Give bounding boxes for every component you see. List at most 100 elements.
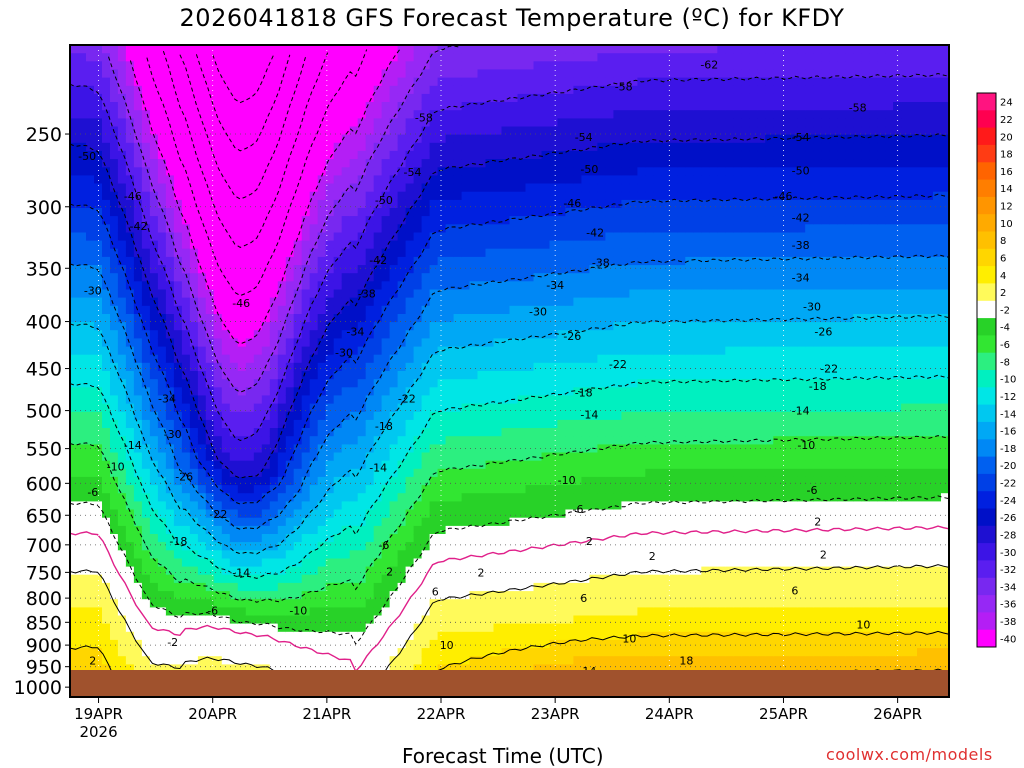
field-cell <box>437 648 447 657</box>
field-cell <box>477 599 487 608</box>
field-cell <box>125 476 135 486</box>
field-cell <box>541 371 551 380</box>
field-cell <box>381 175 391 185</box>
field-cell <box>421 428 431 437</box>
field-cell <box>181 428 191 437</box>
field-cell <box>229 354 239 364</box>
field-cell <box>141 338 151 348</box>
field-cell <box>165 574 175 584</box>
field-cell <box>157 289 167 299</box>
field-cell <box>421 61 431 70</box>
field-cell <box>269 550 279 560</box>
field-cell <box>485 224 495 234</box>
field-cell <box>501 493 511 502</box>
field-cell <box>517 297 527 307</box>
field-cell <box>293 142 303 152</box>
field-cell <box>261 582 271 592</box>
field-cell <box>501 61 511 70</box>
field-cell <box>365 460 375 470</box>
field-cell <box>469 428 479 437</box>
field-cell <box>317 93 327 103</box>
field-cell <box>86 338 95 348</box>
field-cell <box>309 289 319 299</box>
field-cell <box>117 411 127 421</box>
field-cell <box>541 411 551 421</box>
field-cell <box>445 550 455 560</box>
field-cell <box>365 85 375 95</box>
field-cell <box>269 191 279 201</box>
field-cell <box>413 387 423 396</box>
field-cell <box>549 93 559 103</box>
field-cell <box>325 574 335 584</box>
field-cell <box>269 354 279 364</box>
field-cell <box>525 525 535 535</box>
field-cell <box>565 167 574 176</box>
field-cell <box>405 53 415 62</box>
field-cell <box>469 395 479 405</box>
field-cell <box>421 322 431 331</box>
field-cell <box>117 69 127 79</box>
field-cell <box>173 265 183 274</box>
field-cell <box>110 110 119 119</box>
field-cell <box>213 615 223 625</box>
field-cell <box>102 199 111 209</box>
field-cell <box>317 305 327 315</box>
field-cell <box>189 159 199 168</box>
field-cell <box>213 240 223 250</box>
field-cell <box>437 639 447 649</box>
field-cell <box>429 452 439 462</box>
field-cell <box>333 542 343 551</box>
field-cell <box>285 607 295 617</box>
field-cell <box>125 102 135 111</box>
field-cell <box>117 582 127 592</box>
field-cell <box>317 615 327 625</box>
field-cell <box>269 281 279 291</box>
field-cell <box>477 558 487 568</box>
field-cell <box>102 648 111 657</box>
field-cell <box>293 664 303 674</box>
field-cell <box>277 550 287 560</box>
field-cell <box>357 534 367 543</box>
field-cell <box>102 224 111 234</box>
field-cell <box>94 183 103 193</box>
field-cell <box>245 248 255 258</box>
field-cell <box>389 330 399 339</box>
field-cell <box>157 371 167 380</box>
field-cell <box>517 265 527 274</box>
field-cell <box>197 61 207 70</box>
field-cell <box>301 419 311 429</box>
field-cell <box>349 460 359 470</box>
field-cell <box>557 305 566 315</box>
field-cell <box>221 216 231 225</box>
field-cell <box>461 501 471 511</box>
field-cell <box>197 582 207 592</box>
chart-title: 2026041818 GFS Forecast Temperature (ºC)… <box>179 4 845 32</box>
field-cell <box>437 631 447 641</box>
field-cell <box>277 69 287 79</box>
field-cell <box>110 615 119 625</box>
field-cell <box>533 142 543 152</box>
field-cell <box>229 110 239 119</box>
field-cell <box>78 305 87 315</box>
field-cell <box>189 566 199 576</box>
field-cell <box>86 330 95 339</box>
field-cell <box>149 591 159 600</box>
field-cell <box>493 501 503 511</box>
field-cell <box>429 371 439 380</box>
field-cell <box>157 436 167 445</box>
field-cell <box>405 232 415 242</box>
field-cell <box>141 314 151 323</box>
field-cell <box>197 175 207 185</box>
field-cell <box>237 362 247 372</box>
field-cell <box>357 460 367 470</box>
field-cell <box>469 150 479 160</box>
field-cell <box>293 387 303 396</box>
field-cell <box>397 582 407 592</box>
field-cell <box>429 208 439 217</box>
field-cell <box>102 615 111 625</box>
field-cell <box>317 240 327 250</box>
field-cell <box>525 623 535 633</box>
field-cell <box>317 265 327 274</box>
field-cell <box>501 631 511 641</box>
field-cell <box>381 591 391 600</box>
